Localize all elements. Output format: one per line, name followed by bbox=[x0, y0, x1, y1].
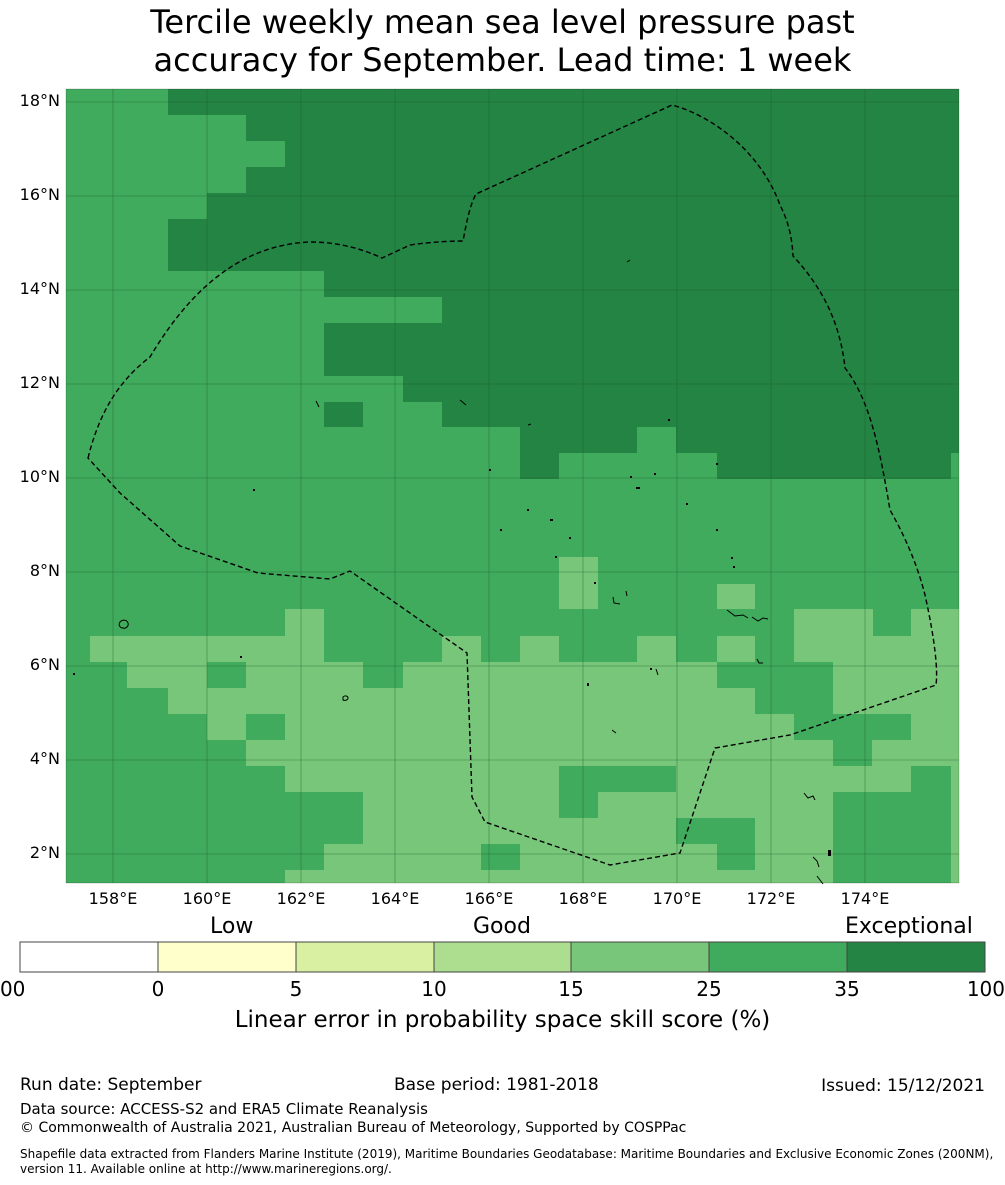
map-gridlines bbox=[66, 89, 959, 883]
lat-tick-label: 2°N bbox=[29, 843, 60, 862]
lat-tick-label: 8°N bbox=[29, 561, 60, 580]
lon-tick-label: 168°E bbox=[558, 889, 608, 908]
lon-tick-label: 172°E bbox=[746, 889, 796, 908]
colorbar-category-exceptional: Exceptional bbox=[845, 914, 973, 939]
colorbar-tick-label: 10 bbox=[421, 977, 447, 1001]
colorbar-segment-0-5 bbox=[157, 941, 297, 973]
shapefile-credit-line-1: Shapefile data extracted from Flanders M… bbox=[20, 1147, 994, 1161]
skill-cell-base bbox=[833, 740, 872, 766]
skill-region-exceptional bbox=[168, 89, 959, 479]
colorbar-label: Linear error in probability space skill … bbox=[234, 1007, 771, 1033]
lon-tick-label: 162°E bbox=[276, 889, 326, 908]
lat-tick-label: 10°N bbox=[19, 467, 60, 486]
colorbar-category-low: Low bbox=[210, 914, 254, 939]
colorbar-segment-5-10 bbox=[295, 941, 435, 973]
map-frame bbox=[65, 88, 960, 884]
lat-tick-label: 4°N bbox=[29, 749, 60, 768]
skill-cell-base bbox=[833, 844, 951, 883]
skill-cell-base bbox=[246, 714, 285, 740]
run-date: Run date: September bbox=[20, 1075, 202, 1095]
colorbar-tick-label: 15 bbox=[558, 977, 584, 1001]
colorbar-tick-label: 35 bbox=[834, 977, 860, 1001]
lat-tick-label: 6°N bbox=[29, 655, 60, 674]
colorbar-tick-label: 0 bbox=[151, 977, 165, 1001]
skill-cell-base bbox=[755, 662, 833, 714]
small-islands bbox=[73, 419, 831, 856]
skill-cell-good bbox=[324, 297, 442, 323]
skill-cell-base bbox=[717, 844, 755, 870]
map-title-line-2: accuracy for September. Lead time: 1 wee… bbox=[153, 41, 852, 79]
colorbar-segment-15-25 bbox=[570, 941, 710, 973]
map-title-line-1: Tercile weekly mean sea level pressure p… bbox=[150, 3, 855, 41]
lon-tick-label: 158°E bbox=[88, 889, 138, 908]
skill-cell-base bbox=[207, 662, 246, 688]
colorbar-segment-35-100 bbox=[846, 941, 986, 973]
lon-tick-label: 174°E bbox=[840, 889, 890, 908]
skill-cell-base bbox=[559, 766, 676, 792]
skill-cell-base bbox=[285, 792, 324, 870]
skill-cell-base bbox=[207, 766, 285, 883]
lon-tick-label: 170°E bbox=[652, 889, 702, 908]
base-period: Base period: 1981-2018 bbox=[394, 1075, 599, 1095]
skill-cell-exceptional bbox=[324, 402, 363, 427]
colorbar-bar bbox=[19, 941, 986, 973]
skill-cell-base bbox=[168, 740, 207, 883]
island-outlines bbox=[118, 259, 824, 885]
skill-cell-base bbox=[66, 662, 90, 883]
colorbar-tick-label: -100 bbox=[0, 977, 26, 1001]
data-source: Data source: ACCESS-S2 and ERA5 Climate … bbox=[20, 1100, 428, 1118]
lon-tick-label: 164°E bbox=[370, 889, 420, 908]
lat-tick-label: 12°N bbox=[19, 373, 60, 392]
colorbar-segment-below-0 bbox=[19, 941, 159, 973]
colorbar-tick-label: 100 bbox=[966, 977, 1005, 1001]
colorbar-tick-label: 25 bbox=[696, 977, 722, 1001]
skill-cell-base bbox=[90, 688, 168, 883]
lat-tick-label: 14°N bbox=[19, 279, 60, 298]
skill-cell-good bbox=[559, 557, 598, 609]
shapefile-credit-line-2: version 11. Available online at http://w… bbox=[20, 1162, 392, 1176]
colorbar-tick-label: 5 bbox=[289, 977, 303, 1001]
skill-cell-base bbox=[833, 792, 951, 844]
lon-tick-label: 160°E bbox=[182, 889, 232, 908]
skill-cell-base bbox=[481, 636, 520, 662]
colorbar-segment-25-35 bbox=[708, 941, 848, 973]
skill-cell-base bbox=[676, 818, 755, 844]
skill-cell-base bbox=[717, 662, 755, 688]
colorbar-segment-10-15 bbox=[433, 941, 572, 973]
colorbar-category-good: Good bbox=[473, 914, 531, 939]
skill-cell-base bbox=[363, 662, 403, 688]
issued-date: Issued: 15/12/2021 bbox=[821, 1076, 985, 1096]
lat-tick-label: 18°N bbox=[19, 91, 60, 110]
copyright: © Commonwealth of Australia 2021, Austra… bbox=[20, 1120, 687, 1136]
lat-tick-label: 16°N bbox=[19, 185, 60, 204]
skill-cell-good bbox=[717, 584, 755, 609]
skill-cell-base bbox=[559, 792, 598, 818]
eez-boundary bbox=[87, 104, 938, 866]
skill-cell-base bbox=[481, 844, 520, 870]
lon-tick-label: 166°E bbox=[464, 889, 514, 908]
skill-cell-base bbox=[911, 766, 951, 792]
skill-cell-base bbox=[794, 714, 911, 740]
